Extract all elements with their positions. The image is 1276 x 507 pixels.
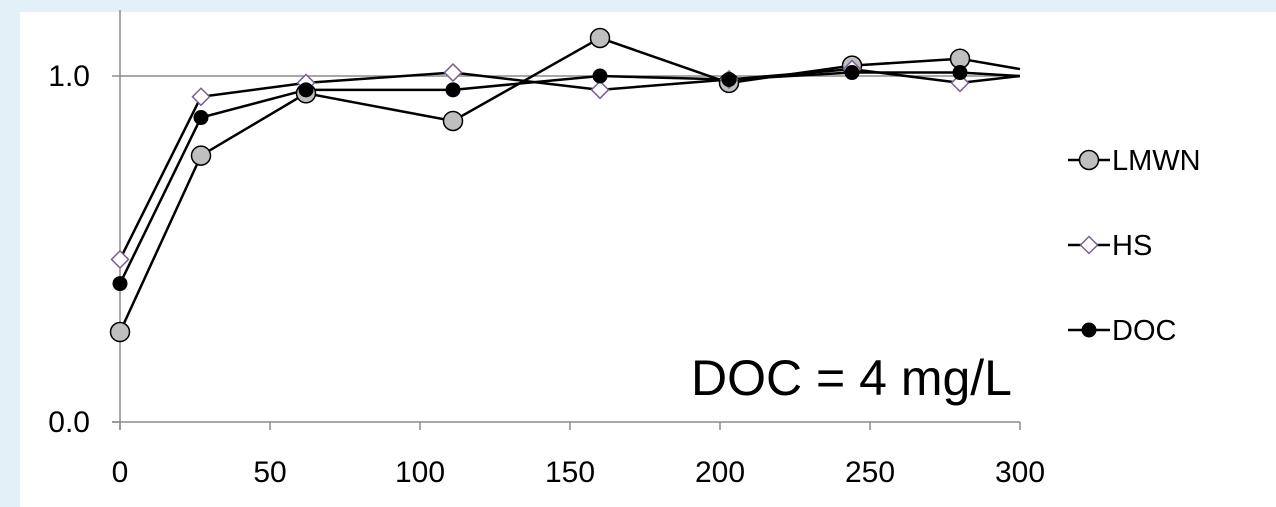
data-point-doc	[952, 65, 968, 81]
data-point-doc	[844, 65, 860, 81]
data-point-doc	[592, 68, 608, 84]
legend-item-lmwn: LMWN	[1068, 145, 1201, 177]
data-point-lmwn	[442, 110, 464, 132]
data-point-lmwn	[589, 27, 611, 49]
data-point-lmwn	[109, 321, 131, 343]
x-tick-label: 150	[545, 456, 595, 489]
series-line-lmwn	[118, 36, 1021, 333]
legend-marker-doc	[1081, 322, 1097, 338]
legend-label: DOC	[1112, 315, 1176, 347]
legend-marker-lmwn	[1078, 149, 1100, 171]
data-point-doc	[193, 110, 209, 126]
series-lmwn	[118, 36, 1021, 333]
data-point-hs	[191, 87, 211, 107]
chart-annotation: DOC = 4 mg/L	[691, 350, 1012, 406]
data-point-hs	[443, 62, 463, 83]
markers-doc	[112, 65, 968, 292]
data-point-hs	[110, 249, 130, 269]
data-point-doc	[112, 276, 128, 292]
series-line-doc	[118, 71, 1021, 285]
y-tick-label: 0.0	[48, 406, 90, 439]
series-line-hs	[118, 67, 1021, 260]
legend-label: LMWN	[1112, 145, 1201, 177]
x-tick-label: 0	[112, 456, 129, 489]
x-tick-label: 250	[845, 456, 895, 489]
x-tick-label: 200	[695, 456, 745, 489]
data-point-lmwn	[190, 145, 212, 166]
legend-marker-hs	[1079, 235, 1099, 255]
legend-item-doc: DOC	[1068, 315, 1176, 347]
legend-label: HS	[1112, 230, 1152, 262]
data-point-doc	[298, 82, 314, 98]
series-hs	[118, 67, 1021, 260]
y-tick-label: 1.0	[48, 60, 90, 93]
x-tick-label: 50	[253, 456, 286, 489]
x-tick-label: 100	[395, 456, 445, 489]
legend-item-hs: HS	[1068, 230, 1152, 262]
data-point-doc	[721, 71, 737, 87]
data-point-doc	[445, 82, 461, 98]
data-point-hs	[590, 80, 610, 100]
x-tick-label: 300	[995, 456, 1045, 489]
series-doc	[118, 71, 1021, 285]
